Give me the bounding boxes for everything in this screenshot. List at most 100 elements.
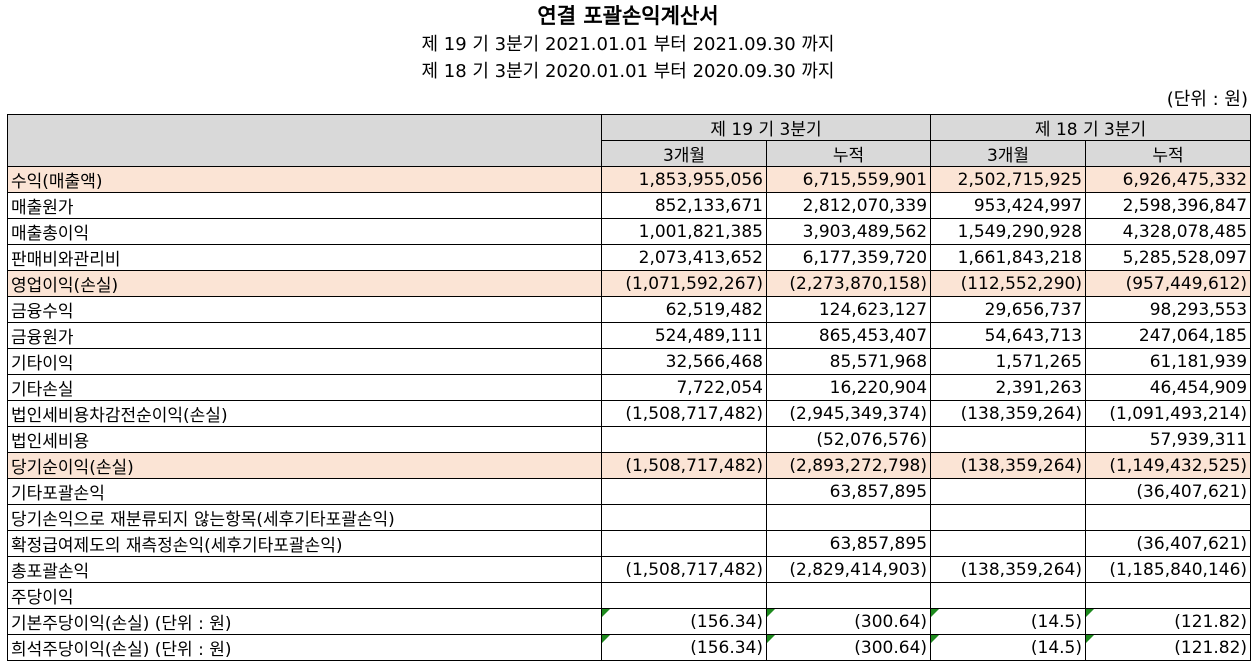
account-label: 총포괄손익 bbox=[7, 556, 602, 583]
value-cell: (138,359,264) bbox=[930, 400, 1087, 427]
table-row: 매출원가 852,133,671 2,812,070,339 953,424,9… bbox=[7, 192, 1252, 219]
value-cell bbox=[1085, 582, 1252, 609]
table-row: 매출총이익 1,001,821,385 3,903,489,562 1,549,… bbox=[7, 218, 1252, 245]
current-3m-header: 3개월 bbox=[601, 140, 767, 167]
value-cell: 6,926,475,332 bbox=[1085, 166, 1252, 193]
value-cell: (1,091,493,214) bbox=[1085, 400, 1252, 427]
value-cell: 7,722,054 bbox=[601, 374, 767, 401]
value-cell: (2,893,272,798) bbox=[765, 452, 932, 479]
value-cell: 54,643,713 bbox=[930, 322, 1087, 349]
value-cell bbox=[1085, 504, 1252, 531]
account-label: 기타손실 bbox=[7, 374, 602, 401]
value-cell: 29,656,737 bbox=[930, 296, 1087, 323]
account-label: 판매비와관리비 bbox=[7, 244, 602, 271]
account-label: 수익(매출액) bbox=[7, 166, 602, 193]
value-cell bbox=[601, 426, 767, 453]
account-label: 기타이익 bbox=[7, 348, 602, 375]
value-text: (14.5) bbox=[1030, 611, 1083, 632]
value-cell: 1,661,843,218 bbox=[930, 244, 1087, 271]
current-period-header: 제 19 기 3분기 bbox=[600, 114, 932, 141]
value-cell: (1,185,840,146) bbox=[1085, 556, 1252, 583]
value-cell: 2,812,070,339 bbox=[765, 192, 932, 219]
table-row: 총포괄손익 (1,508,717,482) (2,829,414,903) (1… bbox=[7, 556, 1252, 583]
value-cell: 4,328,078,485 bbox=[1085, 218, 1252, 245]
account-label: 금융원가 bbox=[7, 322, 602, 349]
value-cell: (121.82) bbox=[1085, 608, 1252, 635]
table-row: 당기순이익(손실) (1,508,717,482) (2,893,272,798… bbox=[7, 452, 1252, 479]
table-row: 금융원가 524,489,111 865,453,407 54,643,713 … bbox=[7, 322, 1252, 349]
account-label: 법인세비용차감전순이익(손실) bbox=[7, 400, 602, 427]
value-cell: 1,571,265 bbox=[930, 348, 1087, 375]
table-row: 법인세비용 (52,076,576) 57,939,311 bbox=[7, 426, 1252, 453]
value-cell bbox=[601, 582, 767, 609]
value-cell: (300.64) bbox=[765, 634, 932, 661]
value-cell: 247,064,185 bbox=[1085, 322, 1252, 349]
value-cell bbox=[601, 504, 767, 531]
value-cell: (1,071,592,267) bbox=[601, 270, 767, 297]
value-cell bbox=[930, 426, 1087, 453]
table-row: 기본주당이익(손실) (단위 : 원) (156.34) (300.64) (1… bbox=[7, 608, 1252, 635]
number-flag-icon bbox=[1086, 635, 1095, 643]
table-row: 기타포괄손익 63,857,895 (36,407,621) bbox=[7, 478, 1252, 505]
value-cell bbox=[601, 478, 767, 505]
value-text: (14.5) bbox=[1030, 637, 1083, 658]
account-label: 주당이익 bbox=[7, 582, 602, 609]
number-flag-icon bbox=[931, 635, 940, 643]
value-cell: 1,001,821,385 bbox=[601, 218, 767, 245]
report-header: 연결 포괄손익계산서 제 19 기 3분기 2021.01.01 부터 2021… bbox=[0, 0, 1256, 114]
value-cell: (300.64) bbox=[765, 608, 932, 635]
prior-period-header: 제 18 기 3분기 bbox=[930, 114, 1252, 141]
value-cell: (2,829,414,903) bbox=[765, 556, 932, 583]
value-text: (300.64) bbox=[854, 637, 928, 658]
value-cell: 2,502,715,925 bbox=[930, 166, 1087, 193]
value-cell: 2,391,263 bbox=[930, 374, 1087, 401]
table-row: 기타이익 32,566,468 85,571,968 1,571,265 61,… bbox=[7, 348, 1252, 375]
value-cell bbox=[930, 582, 1087, 609]
period-prior: 제 18 기 3분기 2020.01.01 부터 2020.09.30 까지 bbox=[421, 61, 835, 82]
value-cell: (1,508,717,482) bbox=[601, 556, 767, 583]
value-text: (121.82) bbox=[1174, 637, 1248, 658]
value-cell: (36,407,621) bbox=[1085, 530, 1252, 557]
value-cell bbox=[765, 504, 932, 531]
account-label: 금융수익 bbox=[7, 296, 602, 323]
value-cell: 63,857,895 bbox=[765, 478, 932, 505]
account-label: 희석주당이익(손실) (단위 : 원) bbox=[7, 634, 602, 661]
value-cell: (138,359,264) bbox=[930, 452, 1087, 479]
unit-label: (단위 : 원) bbox=[1166, 89, 1248, 110]
table-row: 영업이익(손실) (1,071,592,267) (2,273,870,158)… bbox=[7, 270, 1252, 297]
value-text: (300.64) bbox=[854, 611, 928, 632]
value-cell: 524,489,111 bbox=[601, 322, 767, 349]
table-row: 주당이익 bbox=[7, 582, 1252, 609]
value-cell: (138,359,264) bbox=[930, 556, 1087, 583]
number-flag-icon bbox=[602, 635, 610, 643]
value-cell bbox=[930, 504, 1087, 531]
value-cell: (1,149,432,525) bbox=[1085, 452, 1252, 479]
account-label: 매출총이익 bbox=[7, 218, 602, 245]
table-row: 금융수익 62,519,482 124,623,127 29,656,737 9… bbox=[7, 296, 1252, 323]
number-flag-icon bbox=[931, 609, 940, 617]
value-cell: 85,571,968 bbox=[765, 348, 932, 375]
number-flag-icon bbox=[602, 609, 610, 617]
number-flag-icon bbox=[767, 635, 775, 643]
value-cell: 62,519,482 bbox=[601, 296, 767, 323]
value-cell bbox=[601, 530, 767, 557]
value-cell: 2,073,413,652 bbox=[601, 244, 767, 271]
period-current: 제 19 기 3분기 2021.01.01 부터 2021.09.30 까지 bbox=[421, 34, 835, 55]
value-cell: (121.82) bbox=[1085, 634, 1252, 661]
value-text: (156.34) bbox=[690, 637, 763, 658]
value-cell: (1,508,717,482) bbox=[601, 400, 767, 427]
account-label: 당기손익으로 재분류되지 않는항목(세후기타포괄손익) bbox=[7, 504, 602, 531]
current-cumulative-header: 누적 bbox=[765, 140, 932, 167]
table-row: 수익(매출액) 1,853,955,056 6,715,559,901 2,50… bbox=[7, 166, 1252, 193]
value-cell: 98,293,553 bbox=[1085, 296, 1252, 323]
table-row: 당기손익으로 재분류되지 않는항목(세후기타포괄손익) bbox=[7, 504, 1252, 531]
table-row: 판매비와관리비 2,073,413,652 6,177,359,720 1,66… bbox=[7, 244, 1252, 271]
account-label: 법인세비용 bbox=[7, 426, 602, 453]
value-cell bbox=[930, 530, 1087, 557]
value-cell: (14.5) bbox=[930, 634, 1087, 661]
value-cell: 852,133,671 bbox=[601, 192, 767, 219]
number-flag-icon bbox=[767, 609, 775, 617]
value-cell: 1,549,290,928 bbox=[930, 218, 1087, 245]
value-cell: (52,076,576) bbox=[765, 426, 932, 453]
report-title: 연결 포괄손익계산서 bbox=[537, 4, 719, 28]
